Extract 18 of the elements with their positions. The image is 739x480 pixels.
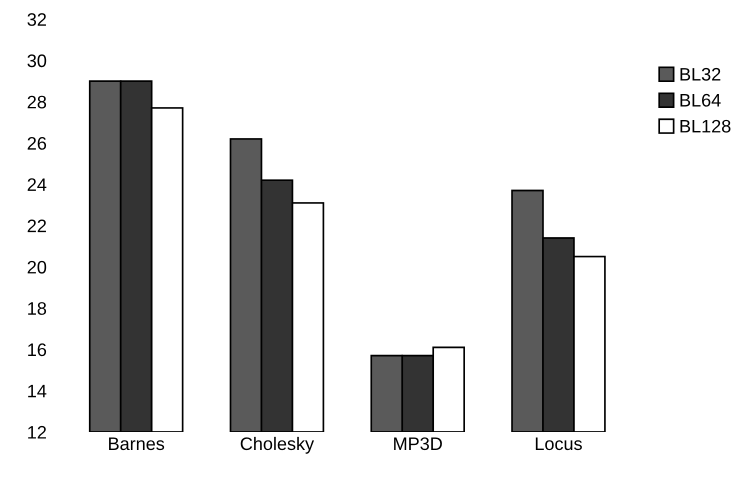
x-tick-label: Locus bbox=[536, 438, 582, 450]
x-tick-label: MP3D bbox=[394, 437, 442, 450]
y-tick-label: 14 bbox=[28, 384, 46, 398]
y-tick-label: 32 bbox=[27, 13, 46, 26]
y-tick-label: 16 bbox=[28, 343, 46, 356]
x-tick-label: Barnes bbox=[109, 438, 164, 450]
y-tick-label: 28 bbox=[28, 96, 46, 108]
y-tick-label: 24 bbox=[28, 178, 46, 191]
y-tick-label: 18 bbox=[28, 302, 46, 315]
y-tick-label: 26 bbox=[28, 136, 46, 150]
y-tick-label: 30 bbox=[27, 54, 46, 68]
legend-label: BL64 bbox=[680, 94, 721, 107]
x-tick-label: Cholesky bbox=[240, 436, 314, 454]
legend-label: BL32 bbox=[680, 68, 720, 81]
y-tick-label: 22 bbox=[28, 220, 46, 232]
y-tick-label: 12 bbox=[28, 426, 46, 439]
y-tick-label: 20 bbox=[28, 260, 46, 274]
legend-label: BL128 bbox=[680, 120, 730, 133]
